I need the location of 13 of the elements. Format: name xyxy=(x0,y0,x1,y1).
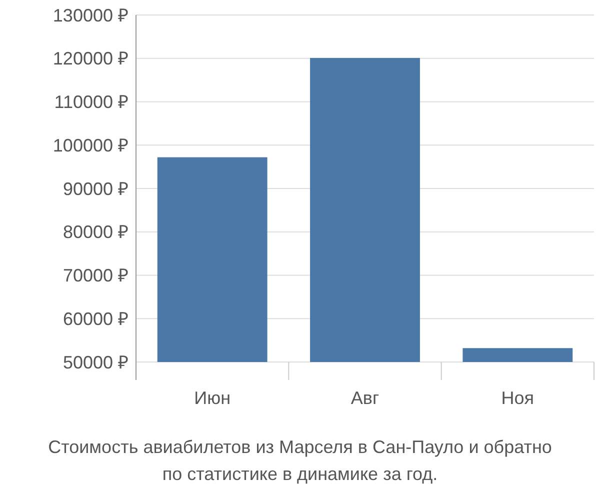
y-tick-label: 80000 ₽ xyxy=(62,222,128,242)
y-tick-label: 90000 ₽ xyxy=(62,178,128,199)
x-tick-label: Ноя xyxy=(501,388,534,408)
x-tick-label: Июн xyxy=(194,388,231,408)
y-tick-label: 130000 ₽ xyxy=(52,5,128,26)
y-tick-label: 100000 ₽ xyxy=(52,135,128,156)
y-tick-label: 110000 ₽ xyxy=(54,92,128,112)
x-tick-label: Авг xyxy=(350,388,380,408)
y-tick-label: 50000 ₽ xyxy=(62,352,128,372)
text: Стоимость авиабилетов из Марселя в Сан-Пауло и обратно по статистике в динамике за год. xyxy=(48,437,552,484)
y-tick-label: 60000 ₽ xyxy=(62,308,128,329)
y-tick-label: 70000 ₽ xyxy=(62,266,128,286)
y-tick-label: 120000 ₽ xyxy=(52,48,128,69)
